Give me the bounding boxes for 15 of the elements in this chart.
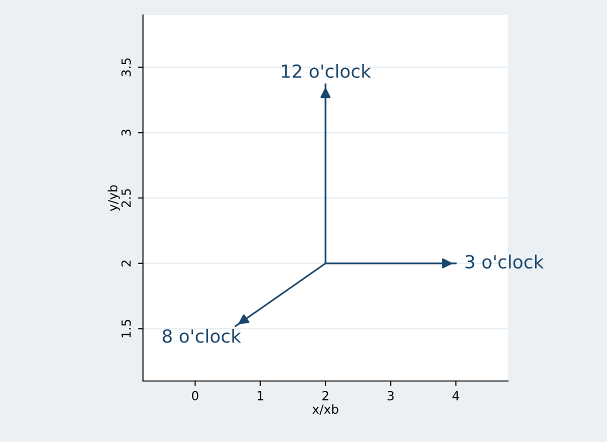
x-tick-label: 2 <box>322 390 328 400</box>
x-tick-label: 4 <box>452 391 460 400</box>
x-tick-label: 3 <box>388 390 394 400</box>
annotation: 8 o'clock <box>162 328 242 343</box>
x-axis-title: x/xb <box>312 404 338 415</box>
annotation: 12 o'clock <box>282 64 371 78</box>
y-tick-label: 3 <box>121 130 131 136</box>
annotation: 3 o'clock <box>466 254 544 269</box>
x-tick-label: 1 <box>258 391 264 400</box>
y-tick-label: 3.5 <box>121 58 131 76</box>
y-tick-label: 2.5 <box>121 189 131 208</box>
y-axis-title: y/yb <box>108 185 120 212</box>
x-tick-label: 0 <box>192 390 198 400</box>
y-tick-label: 1.5 <box>122 320 131 338</box>
y-tick-label: 2 <box>121 260 131 266</box>
